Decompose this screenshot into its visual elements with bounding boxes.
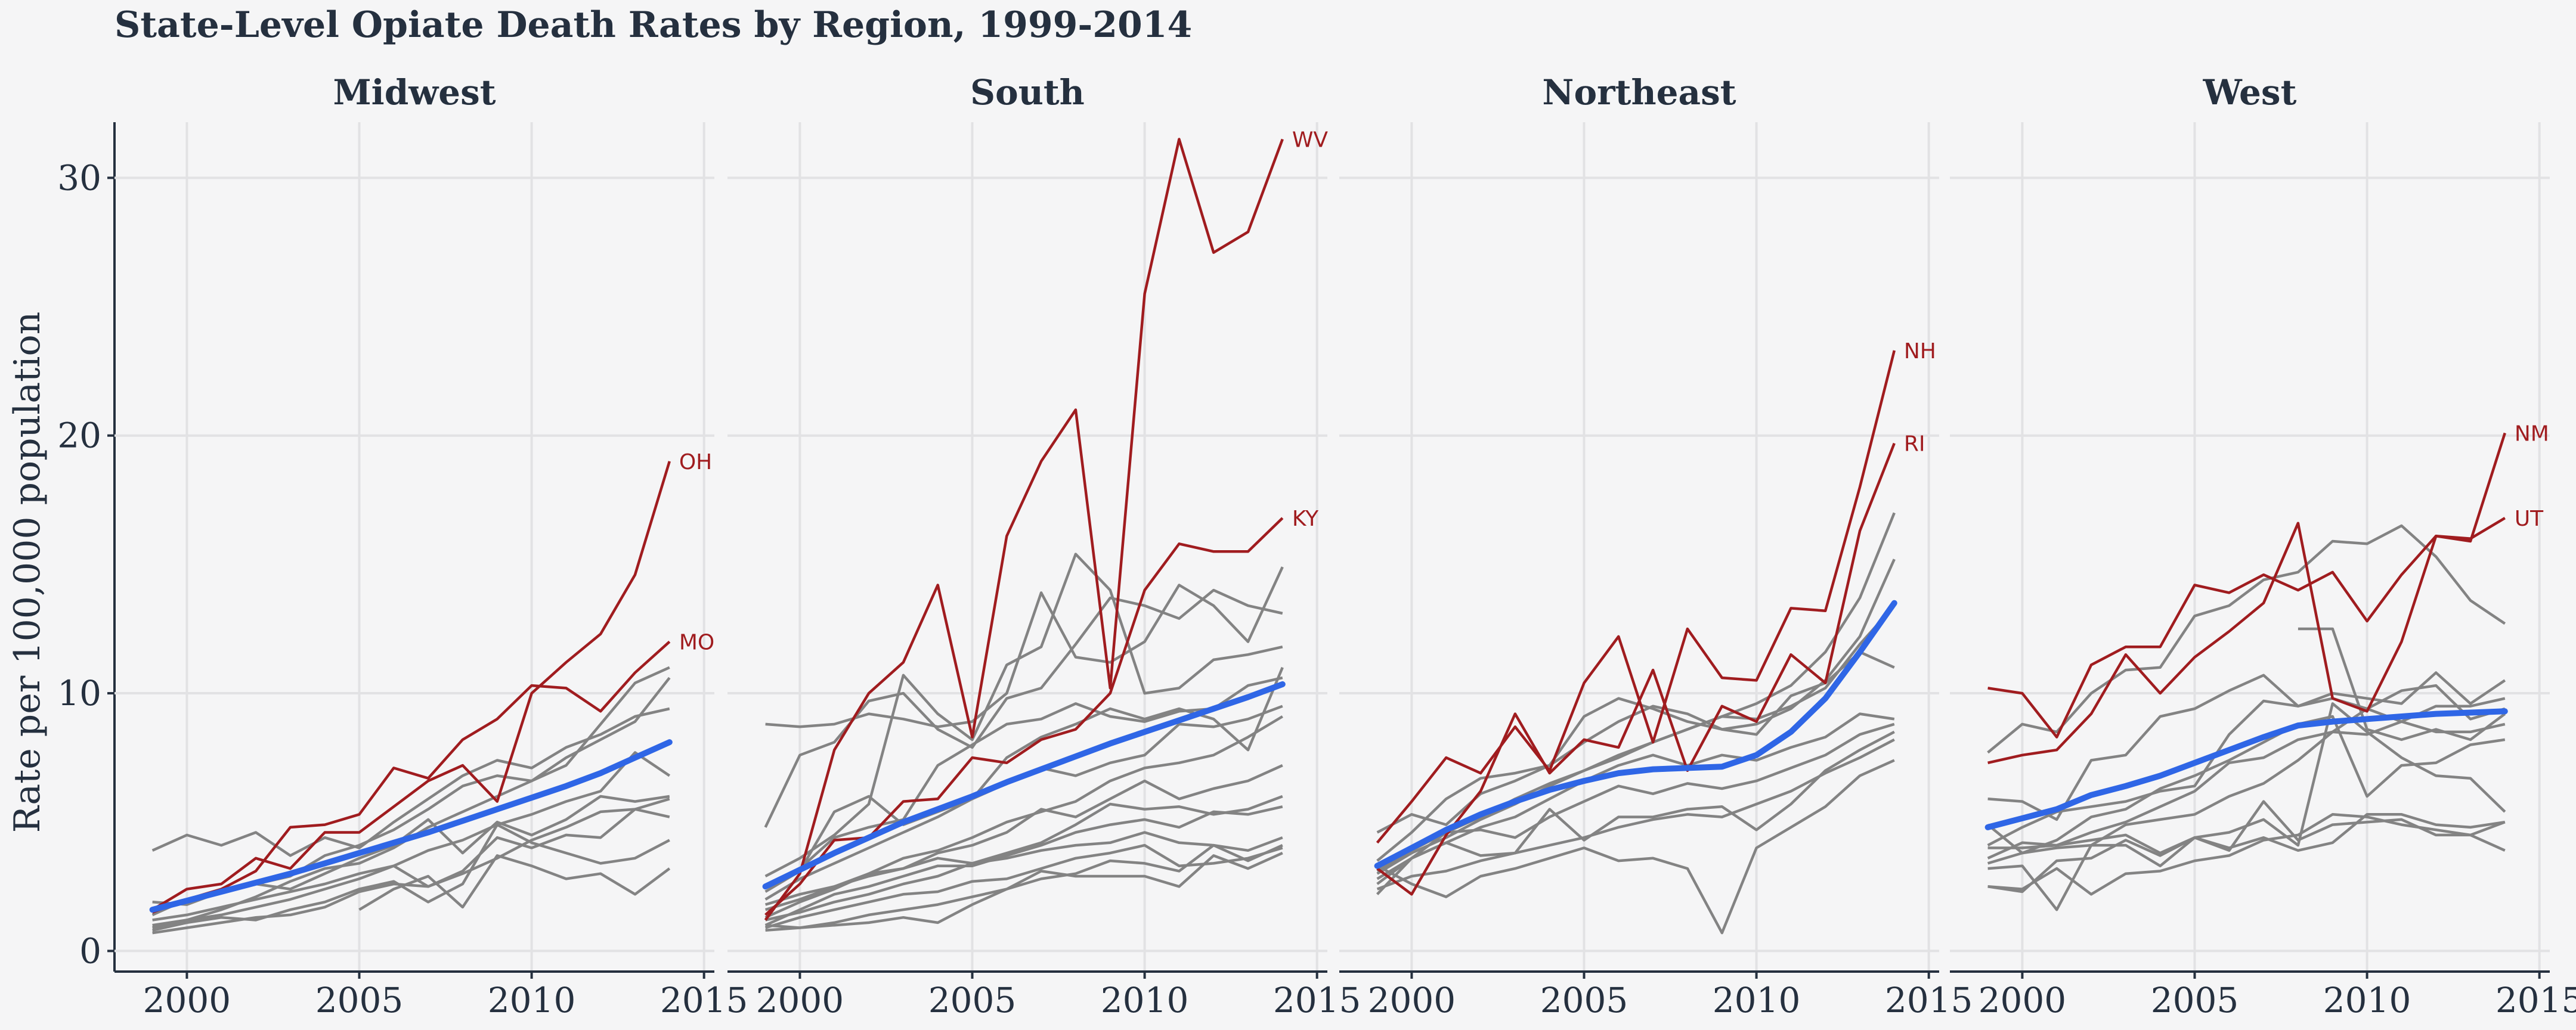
state-line bbox=[152, 823, 670, 932]
y-axis: 0 10 20 30 bbox=[57, 122, 116, 972]
state-line bbox=[1987, 715, 2506, 855]
highlighted-state-line-nm bbox=[1987, 432, 2506, 739]
state-line bbox=[1987, 800, 2506, 911]
facet-south: South WV KY 2000 2005 2010 2015 bbox=[727, 72, 1361, 1020]
highlighted-state-line-oh bbox=[151, 461, 671, 911]
state-line bbox=[764, 553, 1283, 877]
x-tick-label: 2015 bbox=[1885, 980, 1973, 1020]
x-tick-label: 2010 bbox=[488, 980, 576, 1020]
state-line bbox=[151, 707, 670, 857]
facet-title: Northeast bbox=[1542, 72, 1736, 113]
state-line bbox=[1376, 712, 1895, 880]
state-line bbox=[1987, 524, 2506, 754]
highlighted-state-line-nh bbox=[1376, 350, 1896, 844]
x-tick-label: 2000 bbox=[756, 980, 844, 1020]
state-label-ri: RI bbox=[1904, 432, 1925, 457]
state-line bbox=[764, 676, 1283, 888]
facet-panels: 0 10 20 30 Midwest OH MO 2000 2005 2010 2015 South W… bbox=[57, 72, 2576, 1020]
facet-title: Midwest bbox=[333, 72, 496, 113]
state-line bbox=[152, 666, 670, 906]
facet-northeast: Northeast NH RI 2000 2005 2010 2015 bbox=[1339, 72, 1973, 1020]
state-line bbox=[1987, 707, 2506, 865]
x-tick-label: 2000 bbox=[143, 980, 231, 1020]
y-tick-label: 0 bbox=[79, 930, 101, 971]
state-line bbox=[152, 808, 670, 935]
facet-title: West bbox=[2203, 72, 2297, 113]
x-tick-label: 2005 bbox=[928, 980, 1017, 1020]
state-label-mo: MO bbox=[679, 631, 714, 655]
state-line bbox=[151, 795, 670, 916]
state-line bbox=[152, 798, 670, 922]
state-line bbox=[764, 805, 1283, 927]
region-trend-line bbox=[762, 681, 1286, 890]
x-tick-label: 2010 bbox=[1101, 980, 1189, 1020]
region-trend-line bbox=[1374, 600, 1897, 869]
state-line bbox=[1376, 730, 1895, 885]
y-tick-label: 30 bbox=[57, 157, 101, 198]
state-line bbox=[358, 854, 671, 911]
region-trend-line bbox=[149, 739, 673, 913]
highlighted-state-line-ut bbox=[1987, 517, 2506, 764]
facet-west: West NM UT 2000 2005 2010 2015 bbox=[1950, 72, 2576, 1020]
state-line bbox=[764, 843, 1283, 929]
state-line bbox=[1987, 813, 2506, 896]
highlighted-state-line-mo bbox=[151, 640, 671, 914]
state-line bbox=[765, 843, 1283, 932]
state-line bbox=[1987, 684, 2506, 847]
state-line bbox=[1376, 650, 1895, 834]
state-label-ky: KY bbox=[1292, 507, 1319, 531]
state-line bbox=[765, 831, 1283, 922]
region-trend-line bbox=[1984, 708, 2508, 830]
state-label-nh: NH bbox=[1904, 339, 1936, 364]
state-line bbox=[1987, 813, 2506, 855]
x-tick-label: 2000 bbox=[1979, 980, 2067, 1020]
state-label-oh: OH bbox=[679, 450, 712, 474]
state-line bbox=[765, 566, 1284, 728]
x-tick-label: 2015 bbox=[2496, 980, 2576, 1020]
x-tick-label: 2005 bbox=[1540, 980, 1628, 1020]
state-line bbox=[2298, 627, 2506, 742]
x-tick-label: 2015 bbox=[1273, 980, 1361, 1020]
x-tick-label: 2010 bbox=[1713, 980, 1801, 1020]
state-line bbox=[1376, 738, 1895, 891]
x-tick-label: 2015 bbox=[660, 980, 748, 1020]
state-line bbox=[152, 751, 671, 929]
y-tick-label: 10 bbox=[57, 673, 101, 713]
x-tick-label: 2000 bbox=[1368, 980, 1456, 1020]
x-tick-label: 2010 bbox=[2323, 980, 2411, 1020]
state-label-ut: UT bbox=[2515, 507, 2544, 531]
y-tick-label: 20 bbox=[57, 415, 101, 456]
state-line bbox=[764, 795, 1283, 906]
state-line bbox=[1376, 722, 1895, 895]
y-axis-title: Rate per 100,000 population bbox=[7, 312, 48, 833]
x-tick-label: 2005 bbox=[315, 980, 404, 1020]
state-line bbox=[1376, 759, 1895, 935]
highlighted-state-line-wv bbox=[764, 138, 1284, 921]
facet-title: South bbox=[970, 72, 1085, 113]
state-line bbox=[1376, 559, 1896, 862]
highlighted-state-line-ky bbox=[764, 517, 1284, 916]
state-line bbox=[764, 764, 1283, 919]
chart-title: State-Level Opiate Death Rates by Region… bbox=[114, 4, 1192, 46]
state-label-wv: WV bbox=[1292, 128, 1329, 153]
highlighted-state-line-ri bbox=[1376, 442, 1896, 896]
facet-midwest: Midwest OH MO 2000 2005 2010 2015 bbox=[114, 72, 748, 1020]
x-tick-label: 2005 bbox=[2151, 980, 2239, 1020]
state-line bbox=[1376, 604, 1896, 875]
state-label-nm: NM bbox=[2515, 421, 2549, 446]
state-line bbox=[765, 852, 1283, 929]
